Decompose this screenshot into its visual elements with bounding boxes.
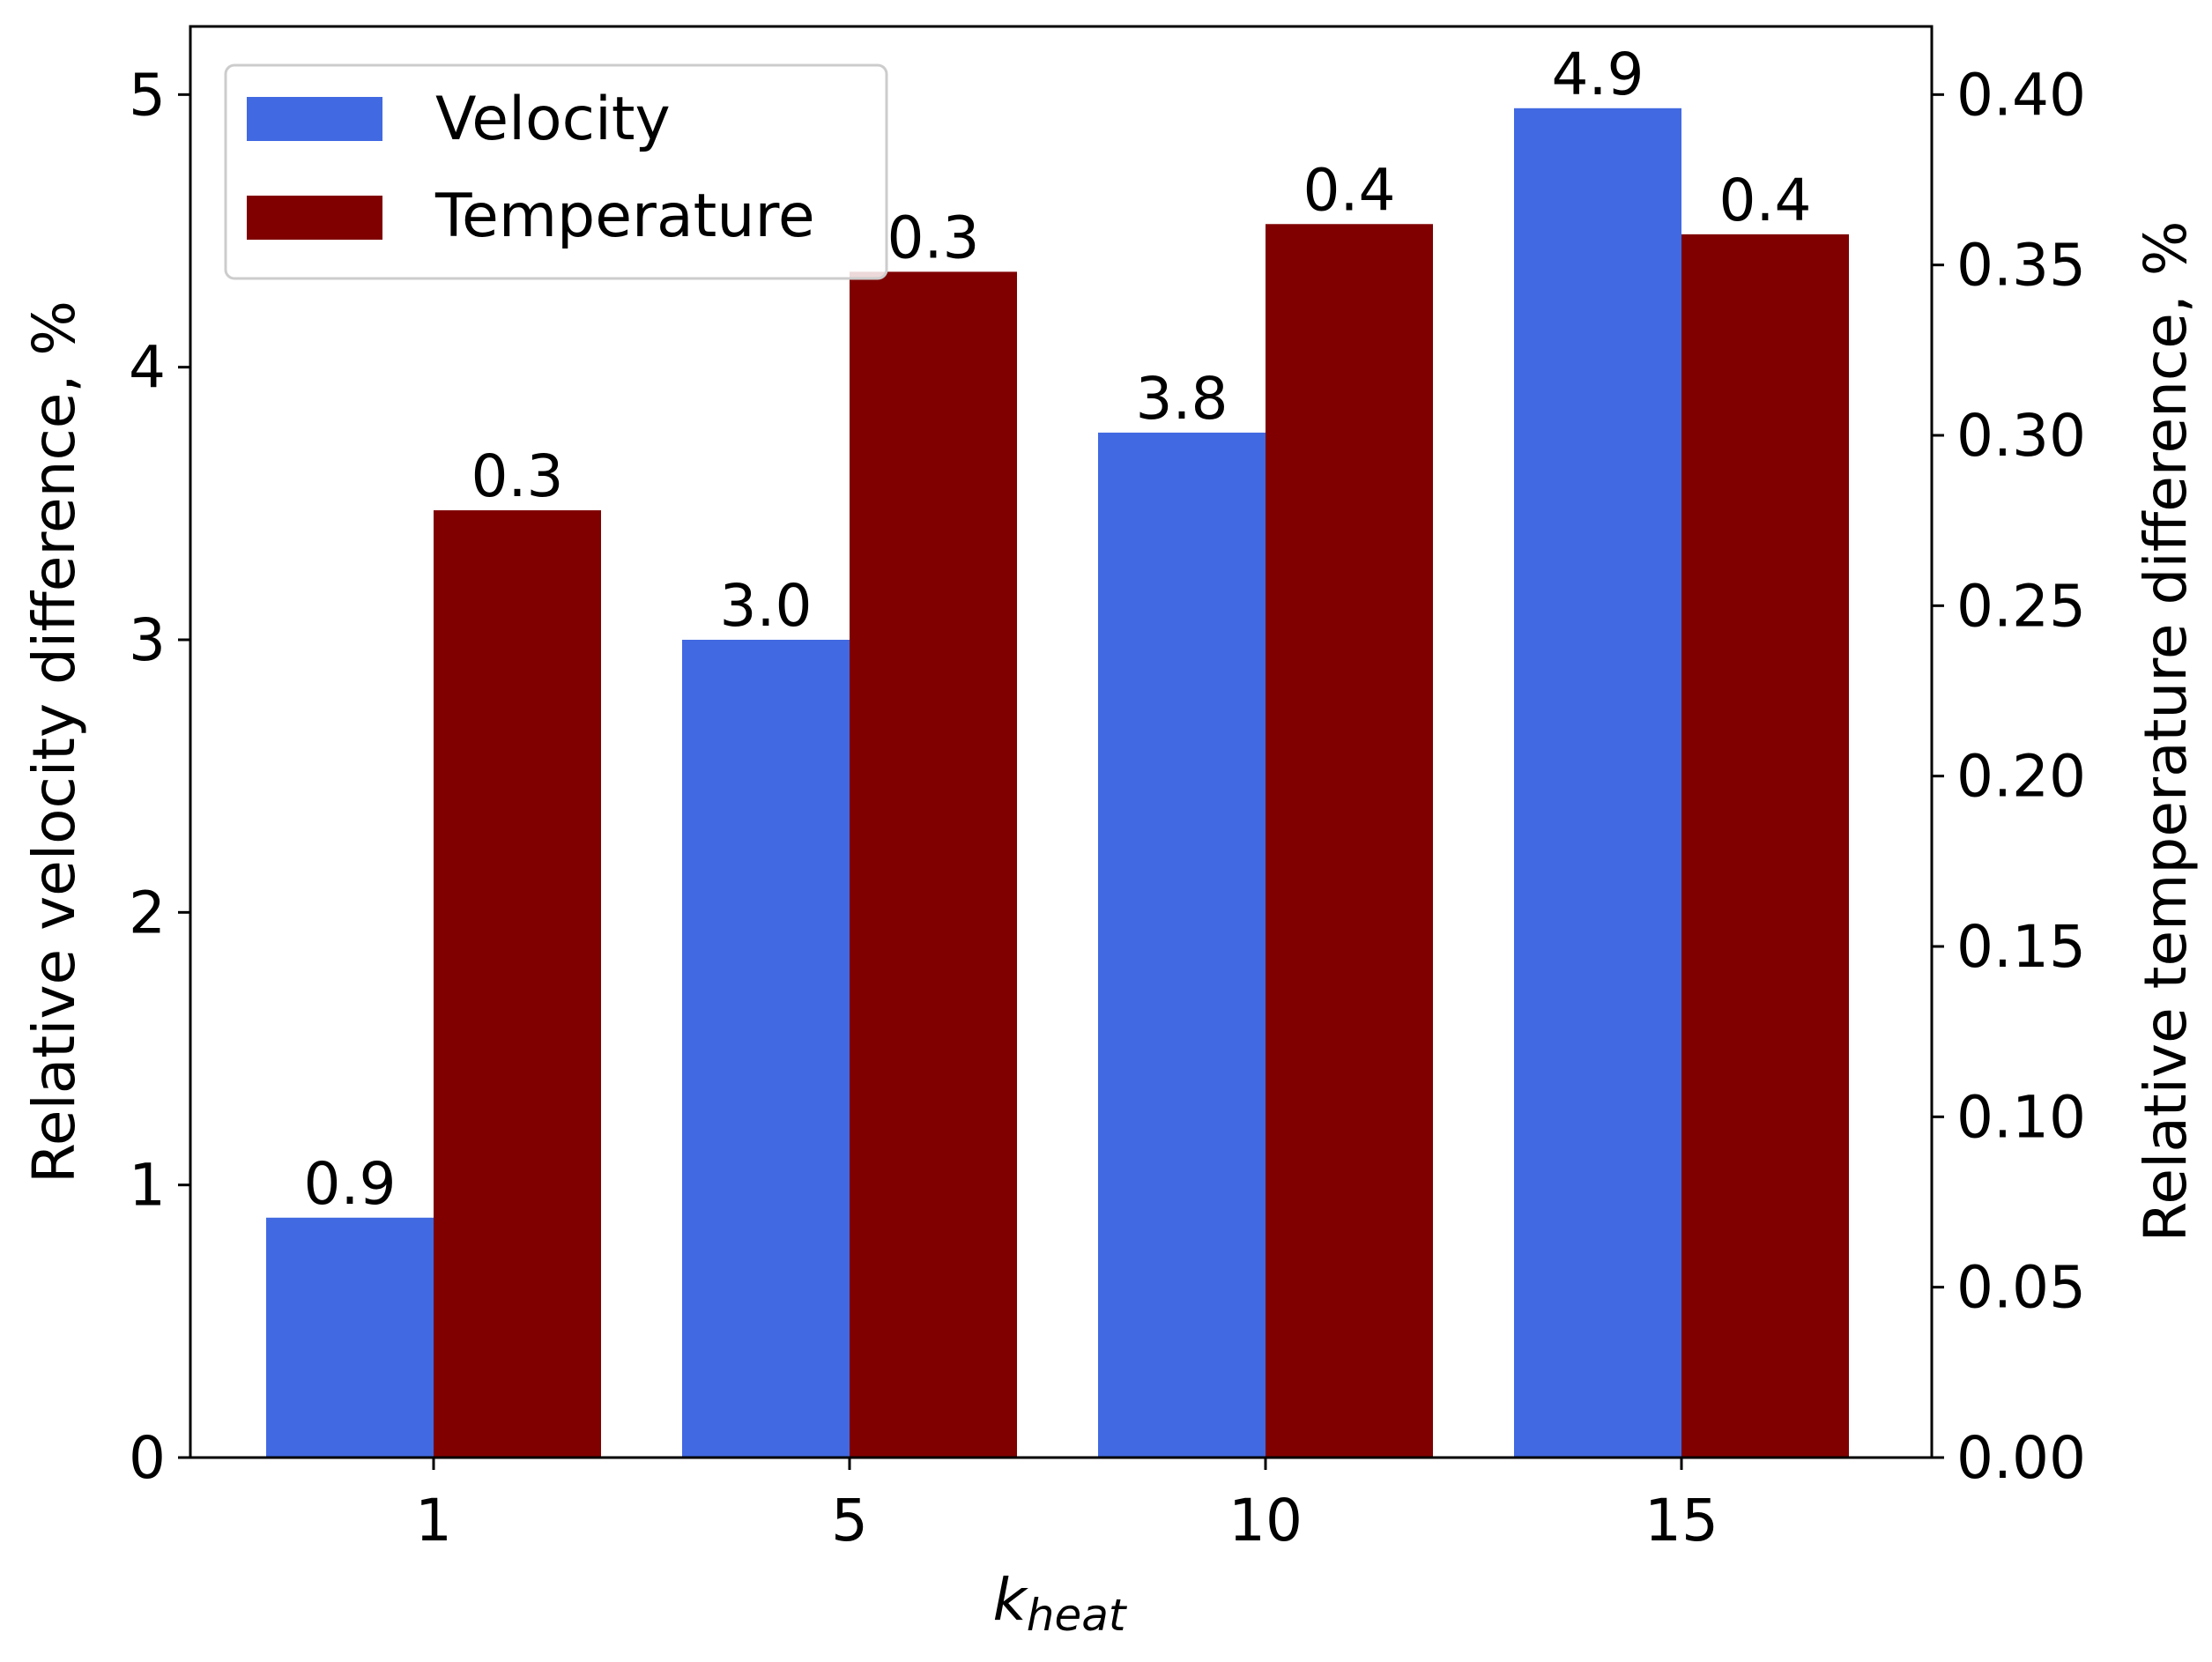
legend: Velocity Temperature	[224, 63, 888, 280]
bar-temperature-15	[1681, 234, 1849, 1458]
bar-temperature-1	[434, 510, 601, 1458]
x-axis-title-main: k	[993, 1566, 1029, 1634]
legend-box	[224, 63, 888, 280]
x-axis-title-subscript: heat	[1027, 1590, 1128, 1641]
data-label-temperature-10: 0.4	[1303, 156, 1396, 224]
bar-velocity-10	[1098, 432, 1266, 1458]
x-axis: 1 5 10 15	[415, 1458, 1718, 1554]
legend-label-velocity: Velocity	[435, 85, 671, 154]
x-tick-label-5: 5	[831, 1487, 868, 1554]
y-axis-left: 0 1 2 3 4 5	[129, 61, 190, 1492]
bar-temperature-5	[850, 271, 1017, 1458]
y-left-tick-label-4: 4	[129, 334, 166, 402]
x-tick-label-1: 1	[415, 1487, 452, 1554]
y-left-tick-label-5: 5	[129, 61, 166, 129]
data-label-velocity-10: 3.8	[1136, 365, 1228, 433]
y-axis-right: 0.00 0.05 0.10 0.15 0.20 0.25 0.30 0.35 0.40	[1932, 61, 2086, 1492]
y-left-tick-label-0: 0	[129, 1424, 166, 1492]
y-right-tick-label-0.10: 0.10	[1956, 1083, 2086, 1151]
y-axis-right-title: Relative temperature difference, %	[2132, 221, 2200, 1243]
y-right-tick-label-0.40: 0.40	[1956, 61, 2086, 129]
bar-temperature-10	[1266, 224, 1433, 1458]
y-right-tick-label-0.30: 0.30	[1956, 402, 2086, 470]
data-label-velocity-15: 4.9	[1552, 41, 1644, 108]
legend-swatch-temperature	[247, 196, 382, 240]
y-right-tick-label-0.00: 0.00	[1956, 1424, 2086, 1492]
bar-velocity-15	[1514, 108, 1681, 1458]
y-right-tick-label-0.05: 0.05	[1956, 1254, 2086, 1322]
y-left-tick-label-2: 2	[129, 879, 166, 946]
x-tick-label-10: 10	[1228, 1487, 1303, 1554]
data-label-velocity-5: 3.0	[720, 572, 813, 640]
bars-layer	[266, 108, 1849, 1458]
bar-velocity-5	[682, 640, 850, 1458]
data-label-velocity-1: 0.9	[304, 1150, 397, 1218]
y-left-tick-label-1: 1	[129, 1152, 166, 1220]
x-axis-title: kheat	[993, 1566, 1128, 1641]
plot-frame	[189, 25, 1934, 1459]
y-right-tick-label-0.25: 0.25	[1956, 572, 2086, 640]
y-right-tick-label-0.35: 0.35	[1956, 232, 2086, 300]
data-label-temperature-15: 0.4	[1719, 167, 1812, 234]
data-label-temperature-5: 0.3	[887, 204, 980, 271]
data-labels-layer: 0.9 3.0 3.8 4.9 0.3 0.3 0.4 0.4	[304, 41, 1812, 1218]
x-tick-label-15: 15	[1644, 1487, 1718, 1554]
legend-label-temperature: Temperature	[434, 182, 815, 251]
y-right-tick-label-0.20: 0.20	[1956, 743, 2086, 811]
y-axis-left-title: Relative velocity difference, %	[20, 300, 88, 1183]
data-label-temperature-1: 0.3	[471, 442, 564, 510]
legend-swatch-velocity	[247, 97, 382, 141]
bar-velocity-1	[266, 1217, 434, 1458]
y-right-tick-label-0.15: 0.15	[1956, 913, 2086, 981]
y-left-tick-label-3: 3	[129, 606, 166, 674]
